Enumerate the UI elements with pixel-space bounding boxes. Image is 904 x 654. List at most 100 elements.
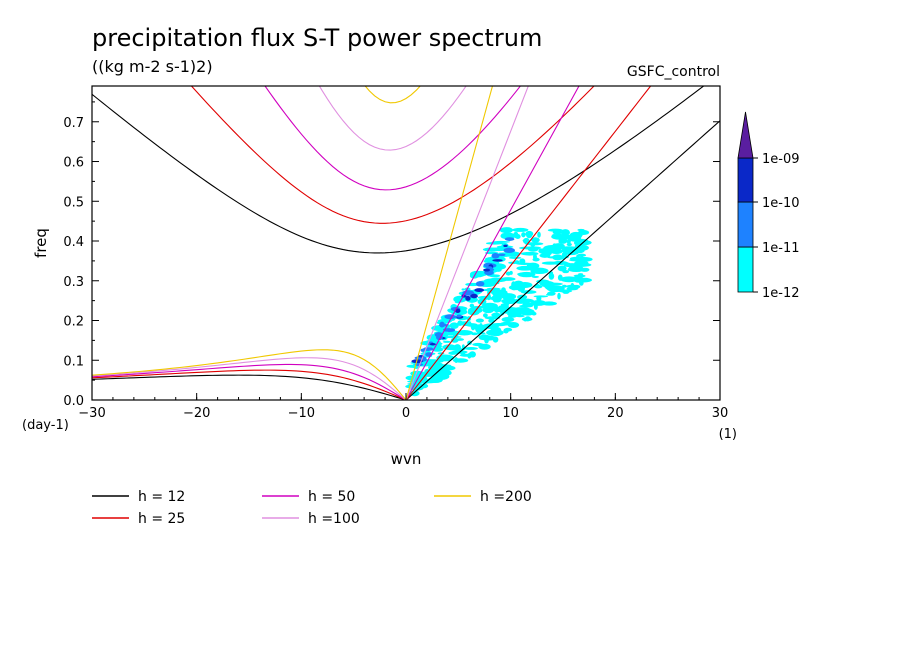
inertia-gravity-wave-curve — [92, 86, 705, 254]
spectrum-patch — [574, 243, 581, 249]
spectrum-patch — [450, 347, 456, 351]
spectrum-patch — [544, 249, 559, 253]
colorbar-label: 1e-10 — [762, 196, 800, 211]
spectrum-patch — [579, 267, 590, 272]
spectrum-patch — [486, 329, 504, 337]
spectrum-patch — [557, 292, 561, 300]
spectrum-patch — [436, 345, 442, 348]
legend-label: h = 25 — [138, 511, 185, 527]
spectrum-patch — [461, 288, 465, 291]
spectrum-patch — [565, 284, 579, 289]
spectrum-patch — [539, 253, 551, 258]
colorbar-segment — [737, 246, 754, 293]
spectrum-patch — [507, 321, 520, 329]
kelvin-wave-curve — [405, 86, 580, 400]
spectrum-patch — [533, 284, 543, 289]
spectrum-patch — [538, 248, 548, 254]
x-tick-label: −20 — [183, 406, 210, 421]
spectrum-patch — [561, 251, 568, 258]
x-tick-label: −10 — [288, 406, 315, 421]
spectrum-patch-strong — [420, 348, 425, 352]
spectrum-patch-strong — [492, 259, 503, 262]
spectrum-patch — [490, 247, 508, 252]
spectrum-patch — [531, 275, 540, 278]
spectrum-patch — [483, 259, 490, 263]
kelvin-wave-curve — [405, 86, 529, 400]
spectrum-patch-strong — [438, 323, 448, 327]
rossby-wave-curve — [92, 349, 407, 400]
spectrum-patch — [503, 328, 509, 334]
spectrum-patch — [507, 314, 517, 318]
spectrum-patch — [482, 323, 499, 329]
spectrum-patch — [520, 251, 539, 256]
x-tick-label: 20 — [607, 406, 624, 421]
legend-label: h = 50 — [308, 489, 355, 505]
spectrum-patch-strong — [414, 363, 424, 367]
spectrum-patch — [442, 340, 451, 343]
spectrum-patch — [558, 241, 563, 244]
spectrum-patch — [560, 229, 571, 236]
spectrum-patch — [509, 270, 513, 275]
y-tick-label: 0.5 — [63, 195, 84, 210]
spectrum-patch — [573, 262, 592, 267]
spectrum-patch — [501, 293, 517, 300]
spectrum-patch — [516, 262, 533, 265]
legend: h = 12 h = 25 h = 50 h =100 h =200 — [92, 489, 532, 527]
spectrum-patch — [494, 267, 502, 272]
spectrum-patch — [491, 240, 511, 243]
spectrum-patch — [521, 232, 526, 238]
legend-label: h = 12 — [138, 489, 185, 505]
x-axis-label: wvn — [391, 450, 422, 468]
spectrum-patch — [457, 321, 472, 326]
spectrum-patch-strong — [483, 268, 491, 272]
spectrum-patch — [541, 261, 559, 265]
spectrum-patch — [486, 287, 501, 291]
spectrum-patch — [478, 343, 491, 350]
spectrum-patch — [533, 303, 538, 310]
spectrum-patch — [544, 284, 549, 289]
spectrum-patch — [454, 357, 459, 363]
x-tick-label: 10 — [502, 406, 519, 421]
inertia-gravity-wave-curve — [190, 86, 595, 224]
spectrum-patch — [525, 230, 534, 237]
colorbar-label: 1e-09 — [762, 152, 800, 167]
spectrum-patch — [560, 276, 579, 283]
rossby-wave-curve — [92, 374, 407, 400]
spectrum-patch — [519, 304, 533, 308]
rossby-wave-curve — [92, 357, 407, 400]
spectrum-patch — [512, 227, 529, 232]
y-unit-label: (day-1) — [22, 418, 69, 433]
colorbar-extension-arrow — [737, 111, 754, 159]
spectrum-shading — [405, 227, 593, 397]
y-tick-label: 0.1 — [63, 354, 84, 369]
y-tick-label: 0.0 — [63, 394, 84, 409]
spectrum-patch — [531, 237, 540, 243]
x-unit-label: (1) — [719, 427, 737, 442]
spectrum-patch — [557, 274, 563, 281]
spectrum-patch-strong — [444, 314, 456, 320]
colorbar-label: 1e-12 — [762, 286, 800, 301]
spectrum-patch — [552, 243, 557, 247]
spectrum-patch-strong — [429, 342, 436, 346]
spectrum-patch-strong — [503, 244, 508, 248]
spectrum-patch — [536, 279, 550, 284]
spectrum-patch — [548, 272, 555, 280]
colorbar: 1e-12 1e-11 1e-10 1e-09 — [737, 111, 800, 301]
spectrum-patch — [520, 272, 534, 276]
axis-ticks: −30 −20 −10 0 10 20 30 0.0 0.1 0.2 0.3 0.4 0.5 0.6 0.7 — [63, 101, 728, 421]
spectrum-patch — [519, 246, 535, 250]
spectrum-patch — [480, 305, 490, 308]
dispersion-curves — [92, 86, 720, 400]
plot-frame — [91, 85, 721, 401]
spectrum-patch — [555, 234, 570, 240]
x-tick-label: −30 — [78, 406, 105, 421]
spectrum-patch — [508, 256, 522, 259]
y-tick-label: 0.6 — [63, 156, 84, 171]
chart-units-label: ((kg m-2 s-1)2) — [92, 57, 213, 76]
rossby-wave-curve — [92, 369, 407, 400]
spectrum-patch — [454, 300, 461, 304]
spectrum-patch — [480, 334, 489, 339]
y-tick-label: 0.7 — [63, 116, 84, 131]
spectrum-patch — [547, 291, 556, 296]
